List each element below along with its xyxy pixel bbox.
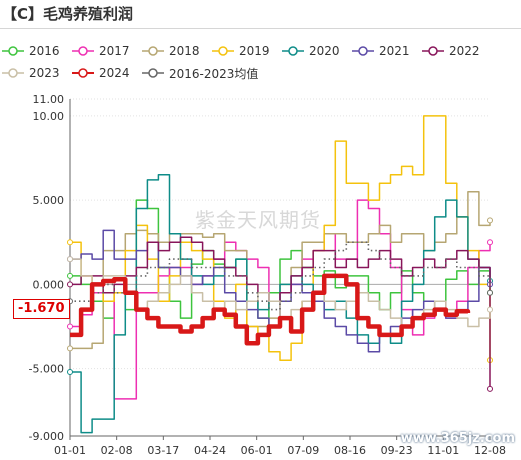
legend-marker	[72, 46, 94, 56]
legend-marker	[352, 46, 374, 56]
series-line-2024	[70, 273, 471, 346]
x-tick-label: 09-23	[381, 444, 413, 457]
legend-marker	[2, 46, 24, 56]
chart-title: 【C】毛鸡养殖利润	[2, 5, 134, 23]
y-tick-label: -5.000	[29, 363, 64, 376]
legend-item-2024[interactable]: 2024	[72, 62, 142, 84]
legend-item-2021[interactable]: 2021	[352, 40, 422, 62]
legend-marker	[72, 68, 94, 78]
legend: 2016 2017 2018 2019 2020 2021 2022 2023 2024 2016…	[2, 40, 512, 84]
y-tick-label: 5.000	[33, 194, 65, 207]
legend-marker	[212, 46, 234, 56]
legend-item-2018[interactable]: 2018	[142, 40, 212, 62]
x-tick-label: 07-09	[287, 444, 319, 457]
legend-marker	[142, 68, 164, 78]
series-endpoint-2018	[67, 345, 73, 352]
series-endpoint-2017	[67, 323, 73, 330]
x-tick-label: 01-01	[54, 444, 86, 457]
legend-item-2016[interactable]: 2016	[2, 40, 72, 62]
legend-item-2019[interactable]: 2019	[212, 40, 282, 62]
legend-label: 2023	[29, 66, 60, 80]
y-tick-label: 11.00	[33, 93, 65, 106]
x-tick-label: 12-08	[474, 444, 506, 457]
legend-item-2020[interactable]: 2020	[282, 40, 352, 62]
series-endpoint-2016-2023-	[487, 289, 493, 296]
y-tick-label: -9.000	[29, 430, 64, 443]
current-value-badge: -1.670	[13, 299, 70, 319]
legend-label: 2020	[309, 44, 340, 58]
legend-label: 2022	[449, 44, 480, 58]
series-endpoint-2022	[67, 281, 73, 288]
x-tick-label: 03-17	[147, 444, 179, 457]
legend-item-2022[interactable]: 2022	[422, 40, 492, 62]
legend-label: 2016	[29, 44, 60, 58]
legend-item-2016-2023-[interactable]: 2016-2023均值	[142, 62, 292, 84]
legend-label: 2018	[169, 44, 200, 58]
series-line-2016-2023-	[70, 241, 491, 311]
legend-marker	[142, 46, 164, 56]
series-endpoint-2020	[67, 368, 73, 375]
legend-label: 2016-2023均值	[169, 66, 259, 81]
x-tick-label: 06-01	[241, 444, 273, 457]
watermark: 紫金天风期货	[195, 208, 321, 232]
legend-marker	[282, 46, 304, 56]
legend-marker	[422, 46, 444, 56]
series-line-2019	[70, 115, 491, 361]
series-endpoint-2018	[487, 217, 493, 224]
series-endpoint-2022	[487, 385, 493, 392]
legend-label: 2024	[99, 66, 130, 80]
x-tick-label: 08-16	[334, 444, 366, 457]
title-divider	[0, 28, 521, 29]
y-tick-label: 10.00	[33, 110, 65, 123]
legend-label: 2017	[99, 44, 130, 58]
legend-item-2017[interactable]: 2017	[72, 40, 142, 62]
x-tick-label: 02-08	[101, 444, 133, 457]
legend-item-2023[interactable]: 2023	[2, 62, 72, 84]
legend-label: 2019	[239, 44, 270, 58]
series-endpoint-2016	[67, 272, 73, 279]
series-endpoint-2019	[67, 239, 73, 246]
series-endpoint-2023	[67, 256, 73, 263]
series-line-2022	[70, 236, 491, 389]
series-endpoint-2023	[487, 306, 493, 313]
series-endpoint-2017	[487, 239, 493, 246]
legend-marker	[2, 68, 24, 78]
y-tick-label: 0.000	[33, 278, 65, 291]
legend-label: 2021	[379, 44, 410, 58]
x-tick-label: 04-24	[194, 444, 226, 457]
x-tick-label: 11-01	[427, 444, 459, 457]
site-watermark: www.365jz.com	[400, 431, 515, 446]
